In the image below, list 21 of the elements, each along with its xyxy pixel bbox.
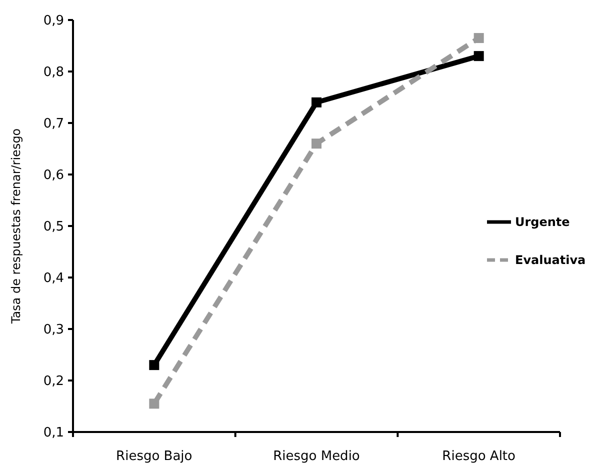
x-tick-label: Riesgo Medio — [273, 449, 360, 464]
x-tick-label: Riesgo Alto — [442, 449, 516, 464]
x-tick-label: Riesgo Bajo — [116, 449, 192, 464]
y-tick-label: 0,3 — [43, 322, 64, 338]
point — [149, 398, 160, 409]
legend-label: Urgente — [515, 215, 570, 230]
point — [312, 97, 322, 108]
y-tick-label: 0,8 — [43, 65, 64, 80]
y-axis-title: Tasa de respuestas frenar/riesgo — [9, 128, 23, 325]
y-tick-label: 0,7 — [43, 116, 64, 132]
y-tick-label: 0,6 — [43, 168, 64, 184]
point — [312, 138, 322, 149]
y-tick-label: 0,1 — [43, 426, 64, 441]
y-tick-label: 0,4 — [43, 271, 64, 286]
y-tick-label: 0,9 — [43, 14, 64, 29]
legend-label: Evaluativa — [515, 253, 586, 268]
point — [474, 33, 484, 44]
y-tick-label: 0,2 — [43, 374, 64, 390]
y-tick-label: 0,5 — [43, 220, 64, 235]
point — [149, 360, 160, 370]
point — [474, 51, 484, 62]
